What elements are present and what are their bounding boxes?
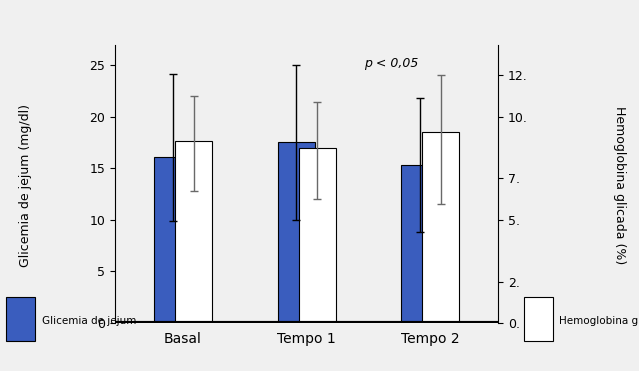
- Text: Glicemia de jejum: Glicemia de jejum: [42, 316, 136, 326]
- Text: Hemoglobina glicada: Hemoglobina glicada: [559, 316, 639, 326]
- Bar: [401, 165, 438, 323]
- Bar: [422, 132, 459, 323]
- Text: Glicemia de jejum (mg/dl): Glicemia de jejum (mg/dl): [19, 104, 32, 267]
- Bar: [154, 157, 191, 323]
- Text: p < 0,05: p < 0,05: [364, 57, 419, 70]
- Bar: [298, 148, 335, 323]
- Text: Hemoglobina glicada (%): Hemoglobina glicada (%): [613, 106, 626, 265]
- Bar: [278, 142, 315, 323]
- Bar: [175, 141, 212, 323]
